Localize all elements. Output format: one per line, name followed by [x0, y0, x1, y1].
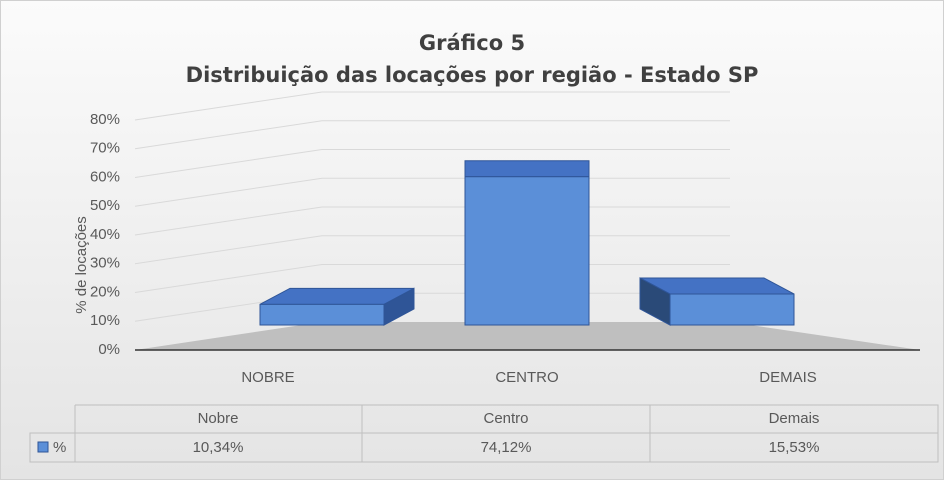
- legend-label: %: [53, 439, 66, 456]
- y-axis-label: % de locações: [73, 216, 90, 314]
- table-value: 10,34%: [193, 439, 244, 456]
- bar-front: [259, 303, 385, 326]
- y-tick-label: 30%: [90, 255, 120, 272]
- grid-line: [134, 120, 730, 150]
- grid-line: [134, 206, 730, 236]
- bar-front: [669, 293, 795, 326]
- table-value: 15,53%: [769, 439, 820, 456]
- bar: [464, 160, 590, 326]
- y-tick-label: 40%: [90, 226, 120, 243]
- grid-line: [134, 149, 730, 178]
- y-tick-label: 10%: [90, 312, 120, 329]
- legend-key: [37, 441, 49, 453]
- y-tick-label: 0%: [98, 341, 120, 358]
- x-tick-label: CENTRO: [495, 369, 558, 386]
- grid-line: [134, 264, 730, 293]
- y-tick-label: 20%: [90, 283, 120, 300]
- chart-subtitle: Distribuição das locações por região - E…: [186, 63, 759, 87]
- floor: [135, 322, 920, 350]
- table-header: Centro: [483, 410, 528, 427]
- table-header: Nobre: [198, 410, 239, 427]
- bar: [639, 277, 795, 326]
- grid-line: [134, 91, 730, 121]
- x-tick-label: DEMAIS: [759, 369, 817, 386]
- table-value: 74,12%: [481, 439, 532, 456]
- y-tick-label: 60%: [90, 168, 120, 185]
- data-table: %: [29, 404, 939, 463]
- y-tick-label: 80%: [90, 111, 120, 128]
- bar-front: [464, 176, 590, 326]
- table-grid: [29, 404, 939, 463]
- y-tick-label: 70%: [90, 140, 120, 157]
- bar: [259, 287, 415, 326]
- y-tick-label: 50%: [90, 197, 120, 214]
- x-tick-label: NOBRE: [241, 369, 294, 386]
- table-header: Demais: [769, 410, 820, 427]
- grid-line: [134, 177, 730, 207]
- bar-top: [464, 160, 590, 178]
- grid-line: [134, 235, 730, 265]
- chart-title: Gráfico 5: [419, 31, 525, 55]
